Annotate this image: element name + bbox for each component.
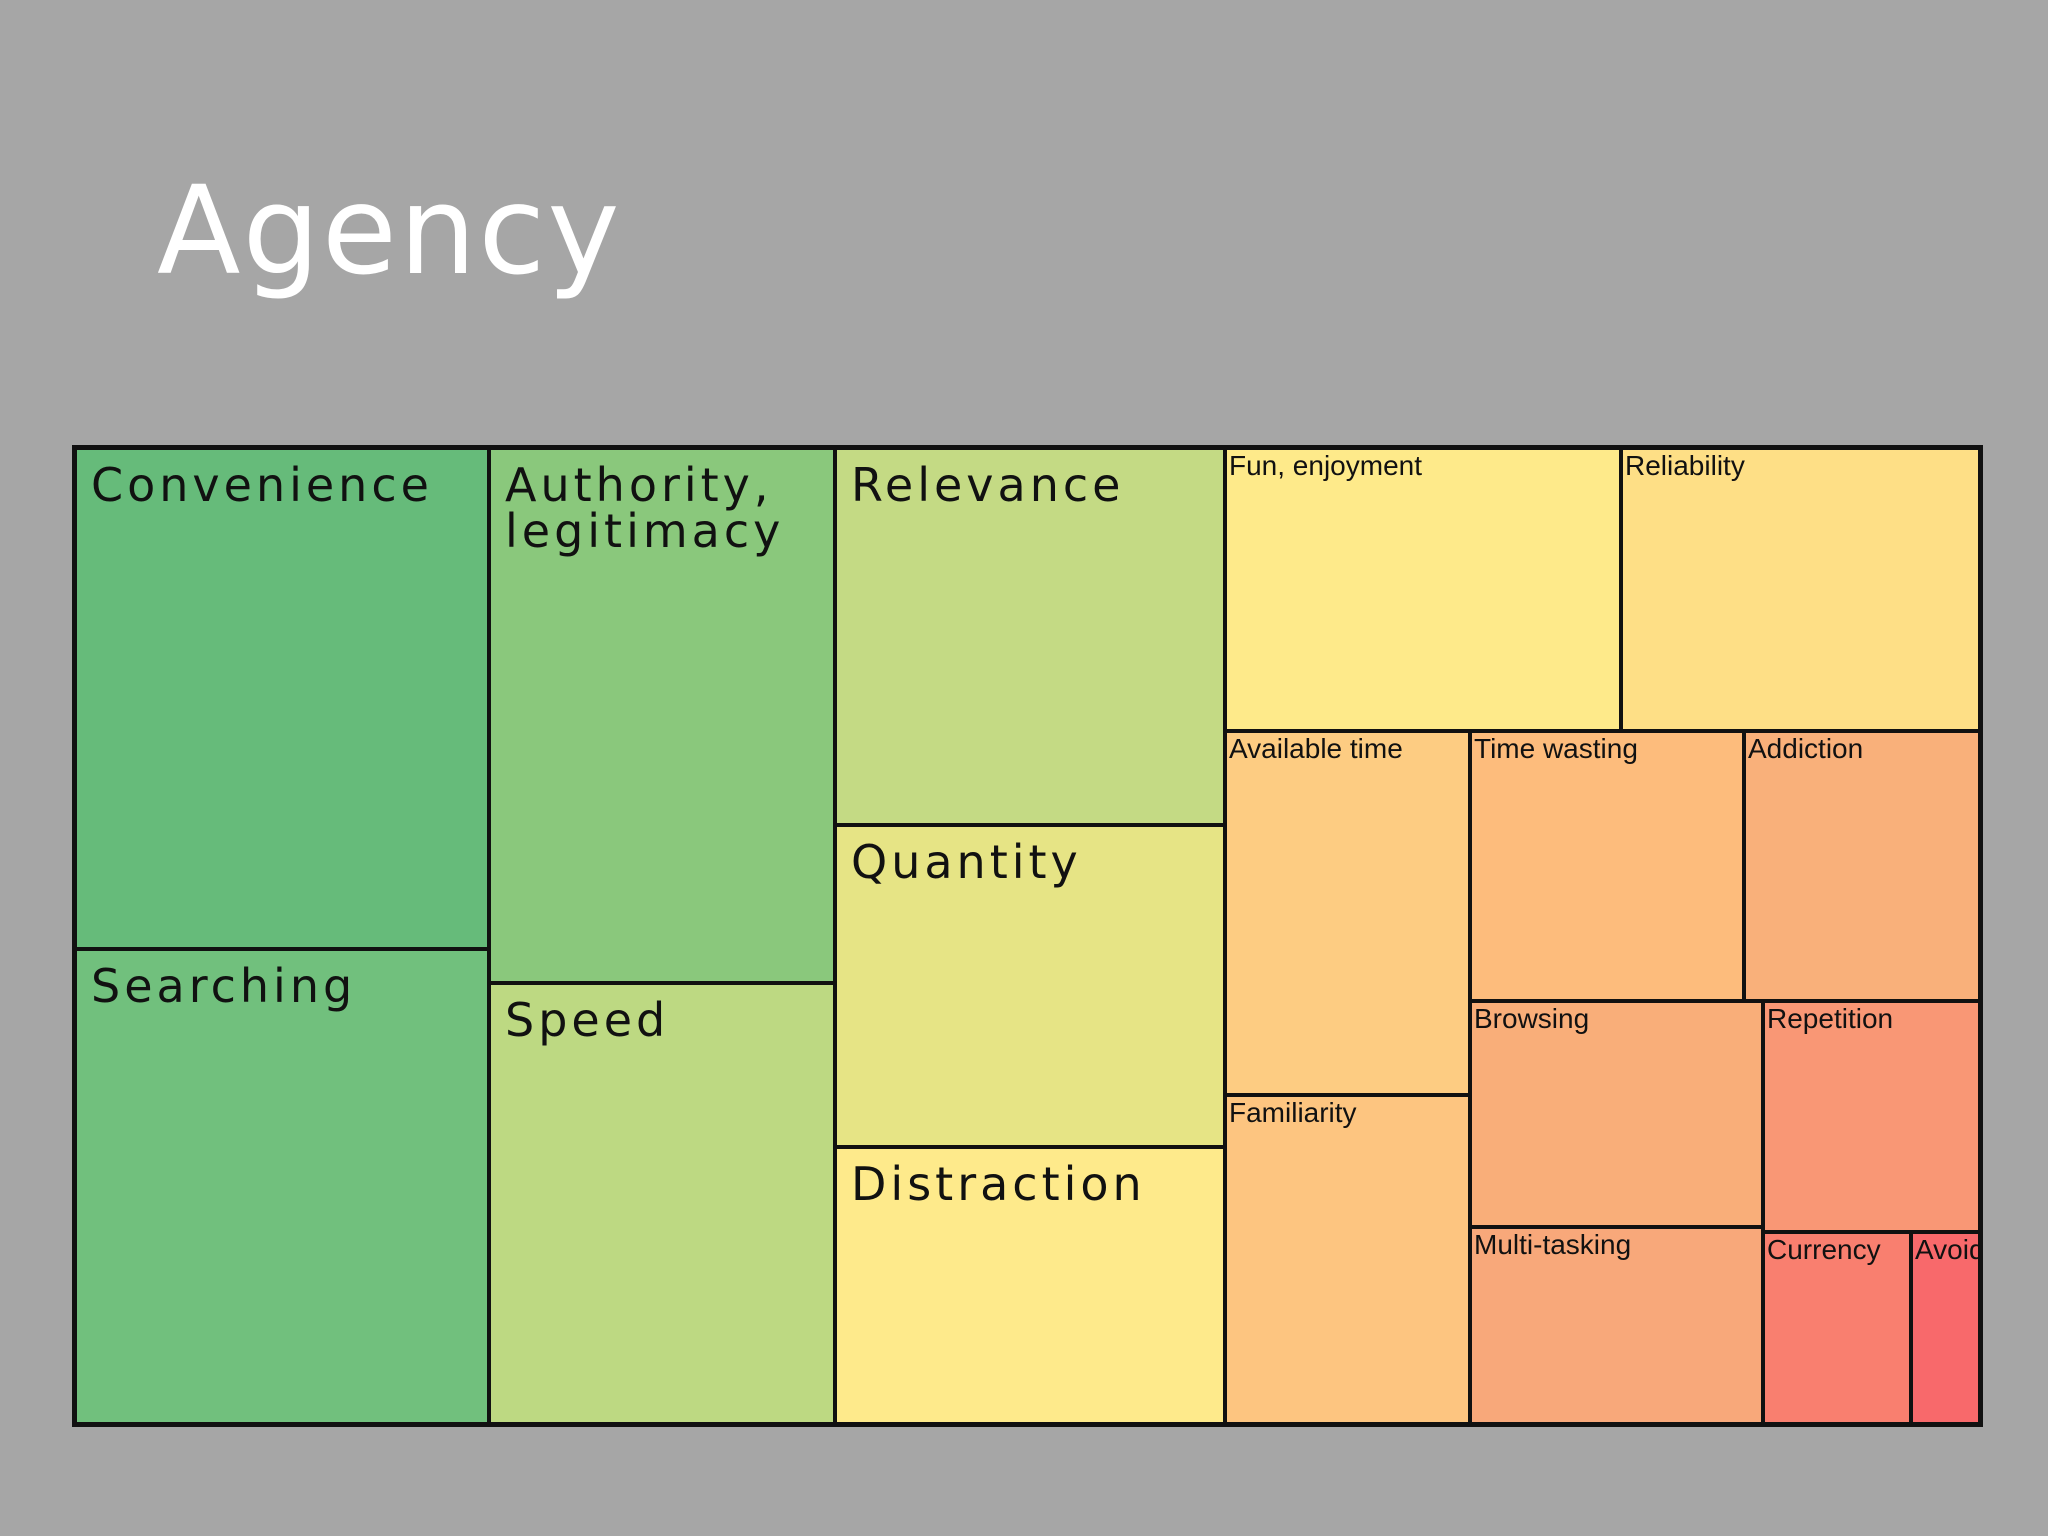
treemap-cell-addiction: Addiction bbox=[1744, 731, 1980, 1001]
treemap-cell-searching: Searching bbox=[75, 949, 489, 1424]
treemap-cell-label: Multi-tasking bbox=[1474, 1229, 1632, 1260]
treemap-cell-time-wasting: Time wasting bbox=[1470, 731, 1744, 1001]
treemap-cell-reliability: Reliability bbox=[1621, 448, 1980, 731]
treemap-cell-label: Currency bbox=[1767, 1234, 1881, 1265]
treemap-cell-currency: Currency bbox=[1763, 1232, 1911, 1424]
treemap-cell-convenience: Convenience bbox=[75, 448, 489, 949]
treemap-cell-label: Time wasting bbox=[1474, 733, 1638, 764]
treemap-cell-repetition: Repetition bbox=[1763, 1001, 1980, 1232]
treemap-cell-available-time: Available time bbox=[1225, 731, 1470, 1095]
treemap-cell-label: Repetition bbox=[1767, 1003, 1894, 1034]
treemap-cell-label: Familiarity bbox=[1229, 1097, 1357, 1128]
treemap-cell-label: Browsing bbox=[1474, 1003, 1590, 1034]
treemap-cell-label: Quantity bbox=[851, 835, 1082, 889]
treemap-cell-label: Distraction bbox=[851, 1157, 1146, 1211]
treemap-cell-fun-enjoyment: Fun, enjoyment bbox=[1225, 448, 1621, 731]
treemap-cell-label: Available time bbox=[1229, 733, 1403, 764]
treemap-cell-quantity: Quantity bbox=[835, 825, 1225, 1147]
treemap-cell-authority-legitimacy: Authority, legitimacy bbox=[489, 448, 835, 983]
treemap-cell-label: Convenience bbox=[91, 458, 433, 512]
treemap-cell-browsing: Browsing bbox=[1470, 1001, 1763, 1227]
treemap-cell-label: Reliability bbox=[1625, 450, 1745, 481]
slide-title: Agency bbox=[157, 160, 622, 302]
treemap-cell-relevance: Relevance bbox=[835, 448, 1225, 825]
treemap-cell-label: Addiction bbox=[1748, 733, 1864, 764]
treemap-cell-distraction: Distraction bbox=[835, 1147, 1225, 1424]
treemap-cell-speed: Speed bbox=[489, 983, 835, 1424]
treemap-cell-familiarity: Familiarity bbox=[1225, 1095, 1470, 1424]
treemap-cell-label: Searching bbox=[91, 959, 357, 1013]
treemap-cell-label: Authority, legitimacy bbox=[505, 458, 785, 558]
treemap-chart: Convenience Searching Authority, legitimac… bbox=[72, 445, 1983, 1427]
treemap-cell-label: Relevance bbox=[851, 458, 1125, 512]
treemap-cell-label: Avoid bbox=[1915, 1234, 1980, 1265]
treemap-cell-multi-tasking: Multi-tasking bbox=[1470, 1227, 1763, 1424]
treemap-cell-avoid: Avoid bbox=[1911, 1232, 1980, 1424]
treemap-cell-label: Fun, enjoyment bbox=[1229, 450, 1422, 481]
treemap-cell-label: Speed bbox=[505, 993, 670, 1047]
